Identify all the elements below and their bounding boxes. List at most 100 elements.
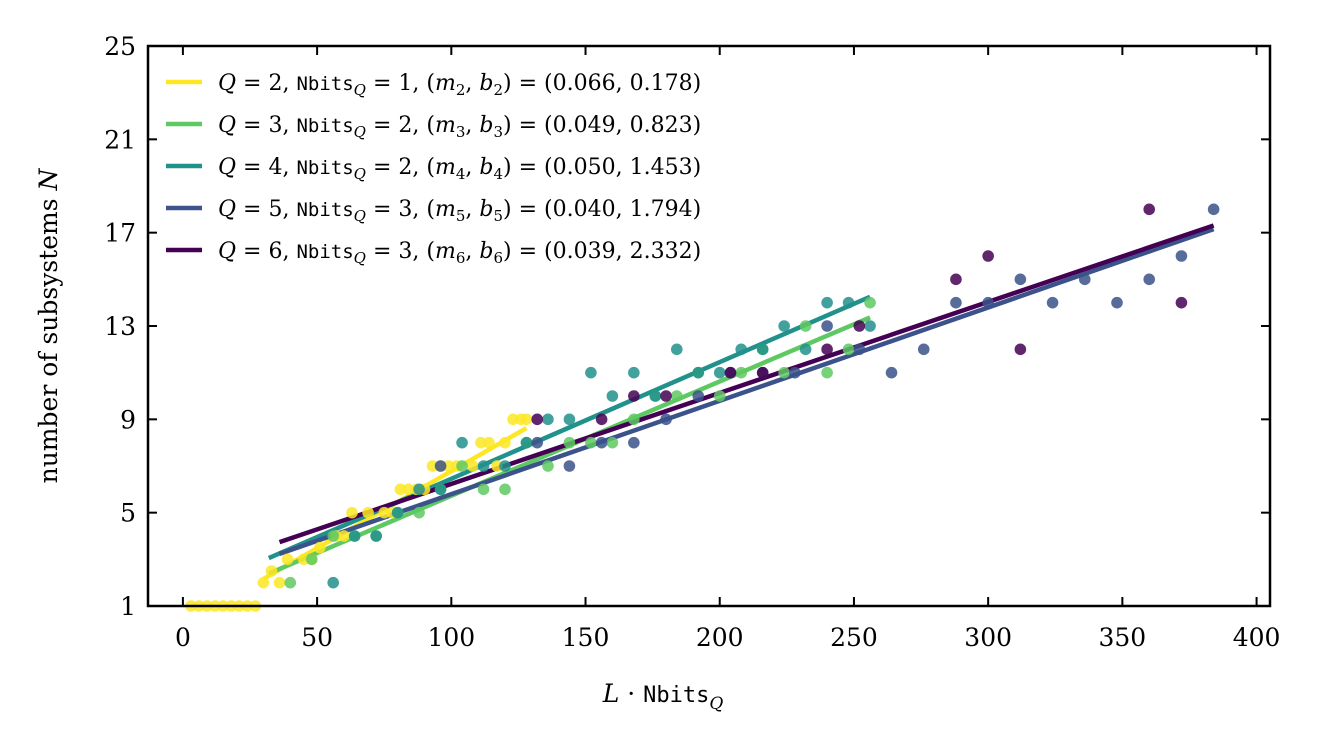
data-point xyxy=(297,553,310,566)
x-tick-label: 50 xyxy=(301,623,333,652)
data-point xyxy=(585,436,597,449)
data-point xyxy=(778,320,790,332)
data-point xyxy=(713,390,726,402)
data-point xyxy=(456,436,468,449)
data-point xyxy=(491,460,503,472)
x-tick-label: 300 xyxy=(964,623,1012,652)
x-tick-label: 400 xyxy=(1233,623,1281,652)
data-point xyxy=(1046,296,1059,309)
data-point xyxy=(1143,273,1156,286)
data-point xyxy=(531,436,544,449)
y-tick-label: 13 xyxy=(104,312,136,341)
data-point xyxy=(327,576,340,589)
data-point xyxy=(520,436,533,449)
legend-entry: Q = 2, NbitsQ = 1, (m2, b2) = (0.066, 0.… xyxy=(218,71,701,99)
data-point xyxy=(531,413,544,426)
data-point xyxy=(542,460,554,472)
data-point xyxy=(606,436,619,449)
y-tick-label: 9 xyxy=(120,405,136,434)
data-point xyxy=(649,390,662,402)
data-point xyxy=(1143,203,1156,216)
data-point xyxy=(313,541,326,554)
data-point xyxy=(756,343,769,356)
x-tick-label: 100 xyxy=(427,623,475,652)
y-tick-label: 25 xyxy=(104,32,136,61)
legend-entry: Q = 3, NbitsQ = 2, (m3, b3) = (0.049, 0.… xyxy=(218,113,701,141)
data-point xyxy=(821,320,833,332)
data-point xyxy=(628,390,640,402)
data-point xyxy=(789,366,801,379)
data-point xyxy=(821,343,833,356)
data-point xyxy=(842,343,855,356)
data-point xyxy=(257,576,270,589)
data-point xyxy=(281,553,294,566)
data-point xyxy=(370,530,382,542)
data-point xyxy=(778,366,790,379)
data-point xyxy=(507,413,519,426)
data-point xyxy=(413,483,425,496)
data-point xyxy=(842,296,855,309)
data-point xyxy=(434,483,447,496)
x-tick-label: 0 xyxy=(175,623,191,652)
data-point xyxy=(670,343,683,356)
data-point xyxy=(402,483,415,496)
data-point xyxy=(821,366,833,379)
data-point xyxy=(394,483,407,496)
data-point xyxy=(950,296,962,309)
data-point xyxy=(434,460,447,472)
data-point xyxy=(917,343,930,356)
data-point xyxy=(466,460,479,472)
data-point xyxy=(853,343,866,356)
x-tick-label: 200 xyxy=(696,623,744,652)
data-point xyxy=(442,460,455,472)
data-point xyxy=(670,390,683,402)
data-point xyxy=(327,530,340,542)
y-tick-label: 17 xyxy=(104,219,136,248)
x-tick-label: 350 xyxy=(1099,623,1147,652)
data-point xyxy=(885,366,898,379)
data-point xyxy=(982,296,994,309)
data-point xyxy=(713,366,726,379)
data-point xyxy=(477,460,490,472)
legend-entry: Q = 5, NbitsQ = 3, (m5, b5) = (0.040, 1.… xyxy=(218,197,701,225)
y-axis-label: number of subsystems N xyxy=(34,167,63,483)
legend-entry: Q = 4, NbitsQ = 2, (m4, b4) = (0.050, 1.… xyxy=(218,155,701,183)
data-point xyxy=(595,436,608,449)
data-point xyxy=(273,576,286,589)
data-point xyxy=(1175,296,1188,309)
data-point xyxy=(606,390,619,402)
data-point xyxy=(1207,203,1220,216)
data-point xyxy=(950,273,962,286)
data-point xyxy=(520,413,533,426)
data-point xyxy=(628,436,640,449)
data-point xyxy=(413,506,425,519)
data-point xyxy=(692,366,705,379)
legend-entry: Q = 6, NbitsQ = 3, (m6, b6) = (0.039, 2.… xyxy=(218,239,701,267)
data-point xyxy=(585,366,597,379)
data-point xyxy=(853,320,866,332)
fit-line xyxy=(267,294,871,561)
ticks xyxy=(148,45,1270,607)
data-point xyxy=(595,413,608,426)
tick-labels: 0 50 100 150 200 250 300 350 400 1 5 9 13 17 21 25 xyxy=(104,32,1280,652)
data-point xyxy=(499,436,511,449)
data-point xyxy=(378,506,391,519)
data-point xyxy=(483,436,495,449)
data-point xyxy=(1014,343,1027,356)
data-point xyxy=(563,460,576,472)
data-point xyxy=(391,506,404,519)
data-point xyxy=(864,296,876,309)
data-point xyxy=(338,530,350,542)
data-point xyxy=(542,413,554,426)
data-point xyxy=(499,460,511,472)
data-point xyxy=(628,366,640,379)
data-point xyxy=(735,366,748,379)
data-point xyxy=(563,413,576,426)
data-point xyxy=(426,460,439,472)
data-point xyxy=(265,565,278,577)
data-points xyxy=(185,203,1220,612)
data-point xyxy=(362,506,374,519)
data-point xyxy=(477,483,490,496)
data-point xyxy=(821,296,833,309)
